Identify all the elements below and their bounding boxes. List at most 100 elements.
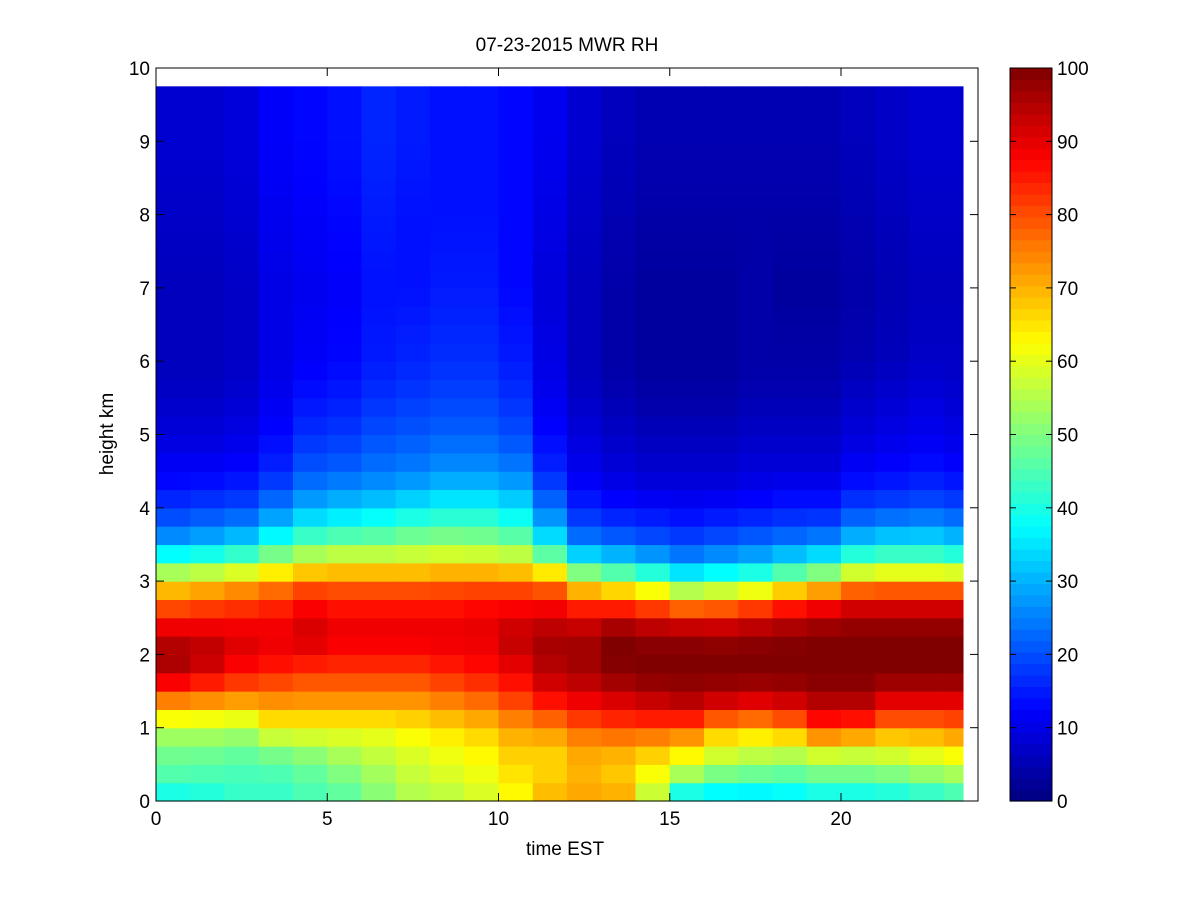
colorbar-tick-label: 10 <box>1057 719 1078 740</box>
heatmap-cell <box>190 232 226 252</box>
heatmap-cell <box>532 379 568 399</box>
heatmap-cell <box>601 654 637 674</box>
heatmap-cell <box>669 489 705 509</box>
heatmap-cell <box>156 654 191 674</box>
heatmap-cell <box>943 526 964 546</box>
heatmap-cell <box>327 196 363 216</box>
heatmap-cell <box>909 122 945 142</box>
heatmap-cell <box>841 434 876 454</box>
heatmap-cell <box>943 507 964 527</box>
y-tick-label: 8 <box>139 206 150 227</box>
heatmap-cell <box>430 526 465 546</box>
heatmap-cell <box>156 251 191 271</box>
heatmap-cell <box>464 452 500 472</box>
heatmap-cell <box>841 104 876 124</box>
heatmap-cell <box>738 727 774 747</box>
heatmap-cell <box>293 691 328 710</box>
heatmap-cell <box>532 269 568 289</box>
heatmap-cell <box>430 232 465 252</box>
heatmap-cell <box>669 287 705 307</box>
heatmap-cell <box>395 654 431 674</box>
heatmap-cell <box>327 232 363 252</box>
heatmap-cell <box>361 691 397 710</box>
heatmap-cell <box>635 654 671 674</box>
heatmap-cell <box>669 636 705 655</box>
heatmap-cell <box>430 599 465 619</box>
heatmap-cell <box>909 544 945 564</box>
heatmap-cell <box>224 489 260 509</box>
heatmap-cell <box>258 471 294 491</box>
heatmap-cell <box>156 709 191 729</box>
heatmap-cell <box>909 251 945 271</box>
heatmap-cell <box>909 471 945 491</box>
heatmap-cell <box>361 416 397 436</box>
heatmap-cell <box>669 361 705 381</box>
heatmap-cell <box>943 709 964 729</box>
heatmap-cell <box>841 397 876 417</box>
heatmap-cell <box>258 122 294 142</box>
heatmap-cell <box>190 599 226 619</box>
heatmap-cell <box>806 526 842 546</box>
heatmap-cell <box>567 324 602 344</box>
heatmap-cell <box>909 141 945 161</box>
heatmap-cell <box>567 177 602 197</box>
heatmap-cell <box>806 599 842 619</box>
colorbar-swatch <box>1010 354 1052 367</box>
heatmap-cell <box>156 104 191 124</box>
heatmap-cell <box>875 636 911 655</box>
heatmap-cell <box>258 141 294 161</box>
heatmap-cell <box>772 342 808 362</box>
colorbar-swatch <box>1010 652 1052 665</box>
heatmap-cell <box>601 287 637 307</box>
y-tick-label: 5 <box>139 426 150 447</box>
heatmap-cell <box>806 306 842 326</box>
heatmap-cell <box>567 526 602 546</box>
colorbar-swatch <box>1010 193 1052 207</box>
heatmap-cell <box>909 672 945 692</box>
heatmap-cell <box>532 232 568 252</box>
heatmap-cell <box>669 141 705 161</box>
heatmap-cell <box>704 434 739 454</box>
heatmap-cell <box>464 672 500 692</box>
heatmap-cell <box>293 727 328 747</box>
heatmap-cell <box>841 306 876 326</box>
heatmap-cell <box>327 617 363 637</box>
heatmap-cell <box>156 361 191 381</box>
heatmap-cell <box>738 489 774 509</box>
heatmap-cell <box>567 104 602 124</box>
heatmap-cell <box>258 159 294 179</box>
heatmap-cell <box>224 104 260 124</box>
heatmap-cell <box>532 104 568 124</box>
colorbar-tick-label: 20 <box>1057 645 1078 666</box>
heatmap-cell <box>224 526 260 546</box>
colorbar-swatch <box>1010 262 1052 275</box>
heatmap-cell <box>943 177 964 197</box>
heatmap-cell <box>224 471 260 491</box>
heatmap-cell <box>806 782 842 802</box>
heatmap-cell <box>327 709 363 729</box>
heatmap-cell <box>704 599 739 619</box>
heatmap-cell <box>430 214 465 234</box>
colorbar-swatch <box>1010 159 1052 172</box>
heatmap-cell <box>190 672 226 692</box>
heatmap-cell <box>430 544 465 564</box>
heatmap-cell <box>464 86 500 106</box>
heatmap-cell <box>738 232 774 252</box>
heatmap-cell <box>772 177 808 197</box>
heatmap-cell <box>909 691 945 710</box>
heatmap-cell <box>464 122 500 142</box>
heatmap-cell <box>464 764 500 784</box>
heatmap-cell <box>395 361 431 381</box>
heatmap-cell <box>532 654 568 674</box>
heatmap-cell <box>601 471 637 491</box>
heatmap-cell <box>635 489 671 509</box>
colorbar-swatch <box>1010 285 1052 298</box>
heatmap-cell <box>498 159 534 179</box>
heatmap-cell <box>909 104 945 124</box>
heatmap-cell <box>224 672 260 692</box>
heatmap-cell <box>943 654 964 674</box>
heatmap-cell <box>635 782 671 802</box>
heatmap-cell <box>875 746 911 765</box>
heatmap-cell <box>738 306 774 326</box>
heatmap-cell <box>430 727 465 747</box>
